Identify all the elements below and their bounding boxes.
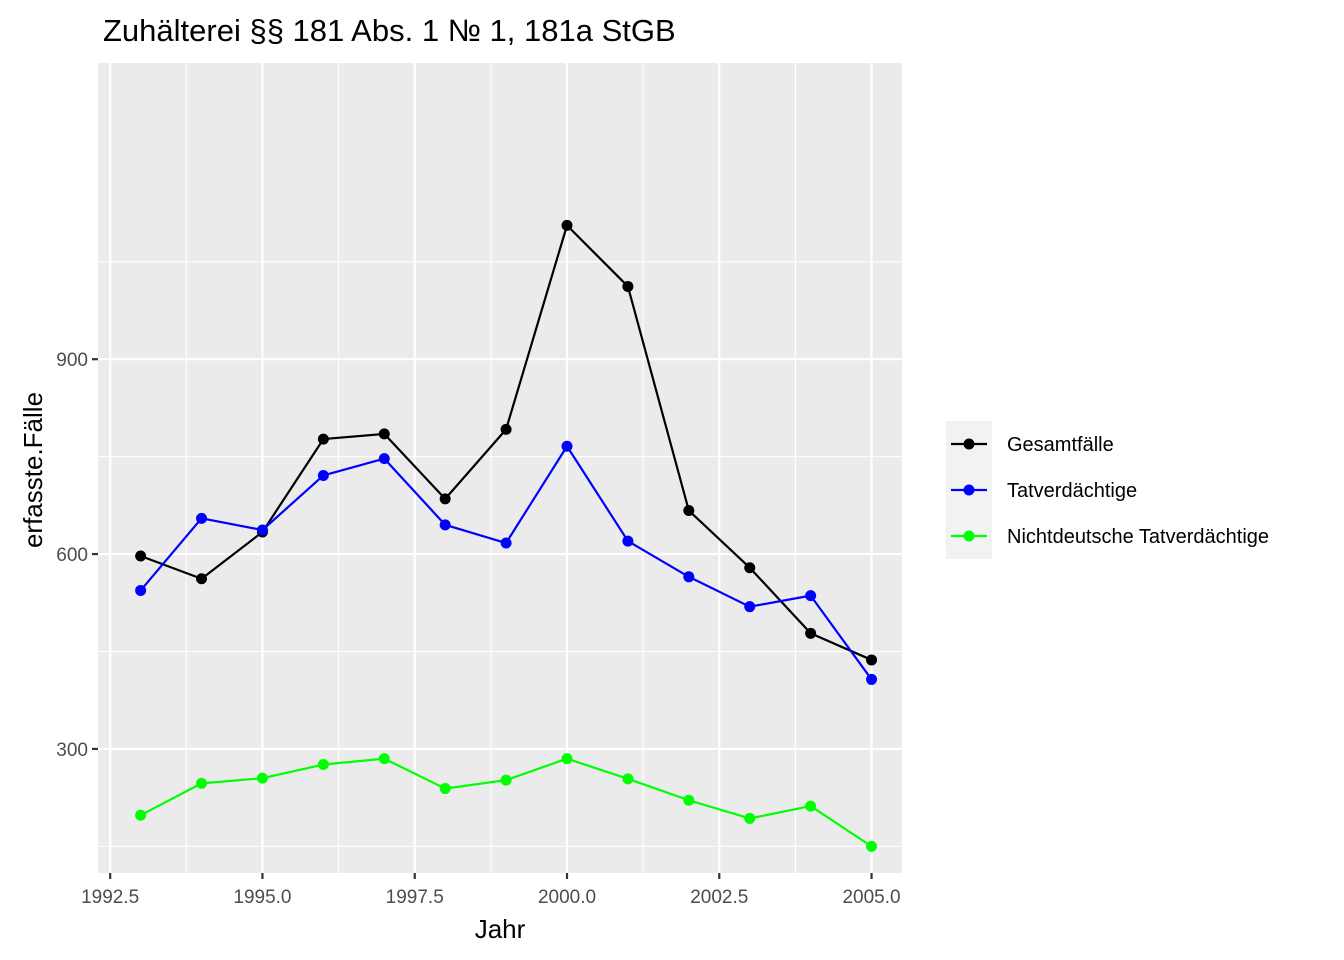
x-tick-label: 1992.5 [81, 887, 139, 908]
series-layer [135, 219, 878, 852]
data-point [135, 809, 147, 821]
data-point [866, 654, 878, 666]
legend: Gesamtfälle Tatverdächtige Nichtdeutsche T… [946, 421, 1269, 559]
data-point [378, 453, 390, 465]
x-axis: 1992.5 1995.0 1997.5 2000.0 2002.5 2005.0 [81, 873, 901, 908]
data-point [196, 573, 208, 585]
data-point [561, 219, 573, 231]
data-point [317, 469, 329, 481]
data-point [378, 428, 390, 440]
legend-label: Nichtdeutsche Tatverdächtige [1007, 526, 1269, 548]
data-point [561, 753, 573, 765]
data-point [683, 505, 695, 517]
data-point [622, 280, 634, 292]
data-point [683, 571, 695, 583]
data-point [500, 774, 512, 786]
data-point [317, 759, 329, 771]
data-point [805, 627, 817, 639]
legend-item: Gesamtfälle [951, 434, 1114, 456]
series-tatverd-chtige [135, 440, 878, 685]
data-point [500, 423, 512, 435]
data-point [196, 512, 208, 524]
data-point [805, 590, 817, 602]
data-point [317, 433, 329, 445]
data-point [561, 440, 573, 452]
data-point [135, 550, 147, 562]
y-tick-label: 300 [56, 740, 88, 761]
y-tick-label: 900 [56, 350, 88, 371]
legend-key-point [963, 484, 975, 496]
data-point [256, 524, 268, 536]
grid-minor [98, 63, 902, 873]
legend-item: Tatverdächtige [951, 480, 1137, 502]
data-point [744, 601, 756, 613]
data-point [622, 535, 634, 547]
data-point [378, 753, 390, 765]
data-point [256, 772, 268, 784]
data-point [439, 493, 451, 505]
grid-major [98, 63, 902, 873]
x-tick-label: 1995.0 [233, 887, 291, 908]
data-point [744, 812, 756, 824]
data-point [439, 783, 451, 795]
y-axis-title: erfasste.Fälle [18, 392, 48, 548]
legend-key-point [963, 438, 975, 450]
data-point [500, 537, 512, 549]
x-tick-label: 2000.0 [538, 887, 596, 908]
x-tick-label: 2002.5 [690, 887, 748, 908]
data-point [196, 777, 208, 789]
y-axis: 300 600 900 [56, 350, 98, 761]
data-point [439, 519, 451, 531]
legend-label: Tatverdächtige [1007, 480, 1137, 502]
panel-background [98, 63, 902, 873]
x-axis-title: Jahr [475, 914, 526, 944]
data-point [683, 794, 695, 806]
data-point [866, 840, 878, 852]
data-point [805, 800, 817, 812]
data-point [622, 773, 634, 785]
legend-label: Gesamtfälle [1007, 434, 1114, 456]
x-tick-label: 2005.0 [842, 887, 900, 908]
legend-key-point [963, 530, 975, 542]
data-point [135, 584, 147, 596]
x-tick-label: 1997.5 [386, 887, 444, 908]
legend-item: Nichtdeutsche Tatverdächtige [951, 526, 1269, 548]
y-tick-label: 600 [56, 545, 88, 566]
series-nichtdeutsche-tatverd-chtige [135, 753, 878, 852]
data-point [866, 673, 878, 685]
data-point [744, 562, 756, 574]
chart-title: Zuhälterei §§ 181 Abs. 1 № 1, 181a StGB [103, 13, 676, 48]
